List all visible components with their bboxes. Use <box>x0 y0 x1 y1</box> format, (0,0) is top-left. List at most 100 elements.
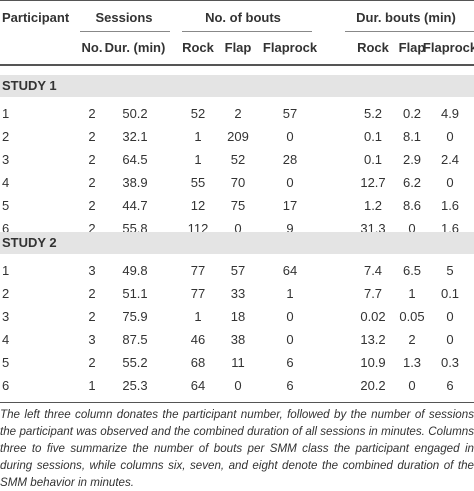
table-cell: 3 <box>88 263 96 278</box>
table-cell: 1.6 <box>440 198 460 213</box>
table-cell: 6 <box>2 378 10 393</box>
sub-header-cell: Flap <box>224 40 252 55</box>
table-cell: 57 <box>282 106 298 121</box>
table-cell: 2 <box>2 286 10 301</box>
table-cell: 6 <box>286 355 294 370</box>
table-cell: 10.9 <box>360 355 386 370</box>
table-cell: 2 <box>88 175 96 190</box>
table-cell: 52 <box>230 152 246 167</box>
table-cell: 77 <box>190 286 206 301</box>
table-cell: 20.2 <box>360 378 386 393</box>
table-cell: 0 <box>286 309 294 324</box>
table-cell: 3 <box>88 332 96 347</box>
table-cell: 57 <box>230 263 246 278</box>
table-cell: 0.2 <box>402 106 422 121</box>
table-cell: 87.5 <box>122 332 148 347</box>
table-cell: 2 <box>88 198 96 213</box>
table-cell: 0.1 <box>363 129 383 144</box>
group-rule <box>80 31 170 32</box>
sub-header-cell: Flaprock <box>262 40 318 55</box>
sub-header-cell: Flaprock <box>422 40 474 55</box>
table-cell: 0.3 <box>440 355 460 370</box>
table-cell: 0 <box>446 309 454 324</box>
table-cell: 5 <box>2 355 10 370</box>
table-cell: 0 <box>234 378 242 393</box>
table-cell: 55 <box>190 175 206 190</box>
table-cell: 1 <box>2 263 10 278</box>
table-cell: 1 <box>194 152 202 167</box>
table-cell: 64.5 <box>122 152 148 167</box>
table-cell: 64 <box>282 263 298 278</box>
table-cell: 2 <box>88 309 96 324</box>
table-cell: 28 <box>282 152 298 167</box>
bottom-rule <box>0 402 474 403</box>
section-title: STUDY 1 <box>2 78 57 93</box>
table-cell: 4.9 <box>440 106 460 121</box>
table-cell: 6.2 <box>402 175 422 190</box>
table-cell: 4 <box>2 332 10 347</box>
sub-header-cell: No. <box>81 40 103 55</box>
table-cell: 1 <box>194 129 202 144</box>
sub-header-cell: Dur. (min) <box>104 40 166 55</box>
section-band <box>0 75 474 97</box>
table-cell: 8.6 <box>402 198 422 213</box>
table-cell: 52 <box>190 106 206 121</box>
header-cell: Sessions <box>95 10 153 25</box>
table-cell: 0 <box>286 129 294 144</box>
header-cell: No. of bouts <box>205 10 281 25</box>
table-cell: 0 <box>286 175 294 190</box>
table-cell: 2.9 <box>402 152 422 167</box>
section-title: STUDY 2 <box>2 235 57 250</box>
table-cell: 18 <box>230 309 246 324</box>
sub-header-cell: Flap <box>398 40 426 55</box>
table-cell: 64 <box>190 378 206 393</box>
table-cell: 6 <box>446 378 454 393</box>
table-cell: 0.02 <box>360 309 386 324</box>
table-cell: 12 <box>190 198 206 213</box>
header-cell: Participant <box>2 10 70 25</box>
sub-header-cell: Rock <box>357 40 389 55</box>
table-cell: 33 <box>230 286 246 301</box>
table-cell: 6.5 <box>402 263 422 278</box>
table-cell: 17 <box>282 198 298 213</box>
table-cell: 3 <box>2 152 10 167</box>
table-cell: 1 <box>408 286 416 301</box>
table-cell: 0 <box>286 332 294 347</box>
table-cell: 2 <box>88 106 96 121</box>
section-band <box>0 232 474 254</box>
table-cell: 46 <box>190 332 206 347</box>
table-cell: 0.05 <box>399 309 425 324</box>
table-cell: 11 <box>231 355 245 370</box>
table-cell: 2 <box>88 355 96 370</box>
table-cell: 0 <box>234 221 242 236</box>
table-cell: 50.2 <box>122 106 148 121</box>
table-cell: 0 <box>446 175 454 190</box>
table-cell: 1 <box>286 286 294 301</box>
table-cell: 1.2 <box>363 198 383 213</box>
table-cell: 0 <box>408 221 416 236</box>
table-cell: 0 <box>408 378 416 393</box>
table-cell: 5 <box>446 263 454 278</box>
table-cell: 75.9 <box>122 309 148 324</box>
table-cell: 2 <box>88 221 96 236</box>
table-cell: 70 <box>230 175 246 190</box>
table-cell: 7.7 <box>363 286 383 301</box>
table-cell: 2 <box>88 152 96 167</box>
table-cell: 25.3 <box>122 378 148 393</box>
top-rule <box>0 0 474 1</box>
table-cell: 2 <box>408 332 416 347</box>
table-cell: 1 <box>88 378 96 393</box>
table-cell: 1 <box>194 309 202 324</box>
table-cell: 0.1 <box>363 152 383 167</box>
table-cell: 32.1 <box>122 129 148 144</box>
table-cell: 51.1 <box>122 286 148 301</box>
table-cell: 44.7 <box>122 198 148 213</box>
table-cell: 8.1 <box>402 129 422 144</box>
sub-header-cell: Rock <box>182 40 214 55</box>
table-cell: 12.7 <box>360 175 386 190</box>
table-cell: 6 <box>2 221 10 236</box>
table-cell: 5.2 <box>363 106 383 121</box>
table-cell: 5 <box>2 198 10 213</box>
caption: The left three column donates the partic… <box>0 408 474 489</box>
table-cell: 0 <box>446 129 454 144</box>
